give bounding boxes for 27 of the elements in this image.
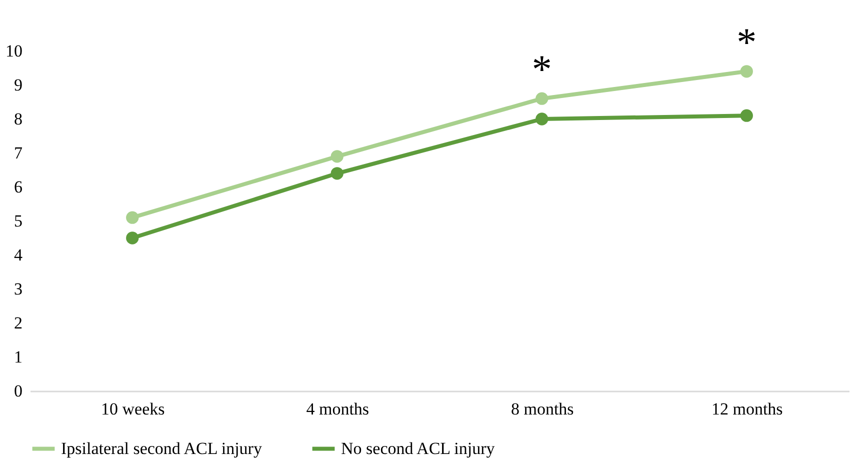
y-tick-label: 4 [14,246,23,264]
point [126,211,139,224]
x-tick-label: 12 months [711,400,783,418]
annotation: * [532,46,552,92]
y-tick-label: 6 [14,178,22,196]
annotation: * [736,19,757,64]
y-tick-label: 1 [14,348,22,366]
x-tick-label: 10 weeks [101,400,165,418]
y-tick-label: 8 [14,110,22,128]
point [740,65,753,78]
point [740,109,753,122]
y-tick-label: 3 [14,280,22,298]
y-tick-label: 7 [14,144,23,162]
y-tick-label: 0 [14,382,22,400]
point [126,232,139,244]
y-tick-label: 9 [14,76,22,94]
point [536,112,548,126]
point [536,92,548,105]
legend-label: Ipsilateral second ACL injury [61,438,262,458]
y-tick-label: 5 [14,212,22,230]
point [330,167,344,180]
point [330,150,344,163]
y-tick-label: 10 [6,42,22,60]
x-tick-label: 4 months [306,400,370,418]
x-tick-label: 8 months [510,400,574,418]
legend-label: No second ACL injury [341,438,496,458]
y-tick-label: 2 [14,314,22,332]
